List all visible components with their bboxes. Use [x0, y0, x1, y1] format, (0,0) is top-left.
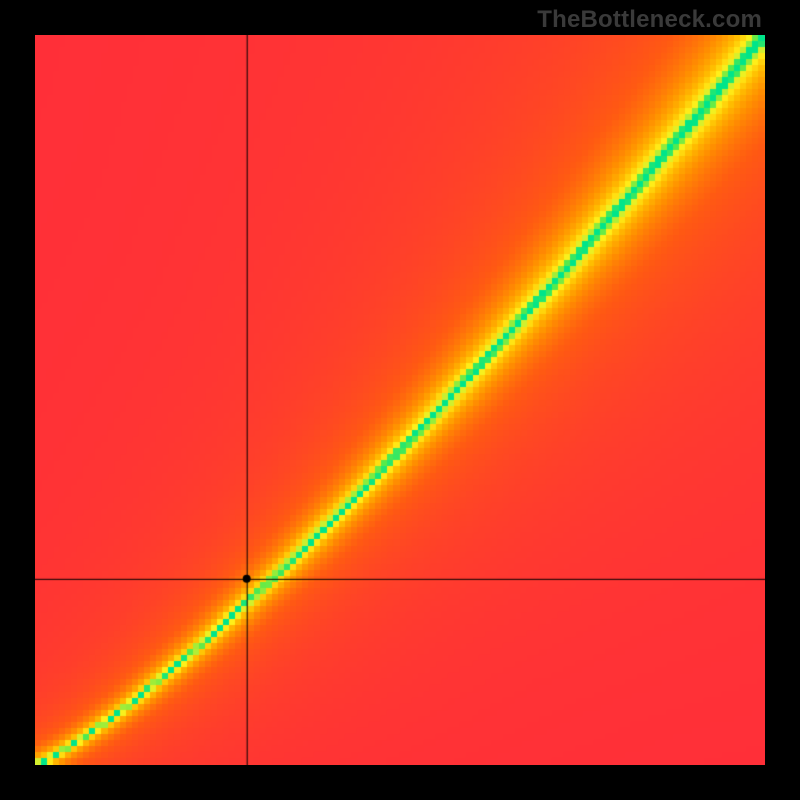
heatmap-canvas: [35, 35, 765, 765]
heatmap-plot: [35, 35, 765, 765]
chart-frame: TheBottleneck.com: [0, 0, 800, 800]
source-watermark: TheBottleneck.com: [537, 6, 762, 34]
